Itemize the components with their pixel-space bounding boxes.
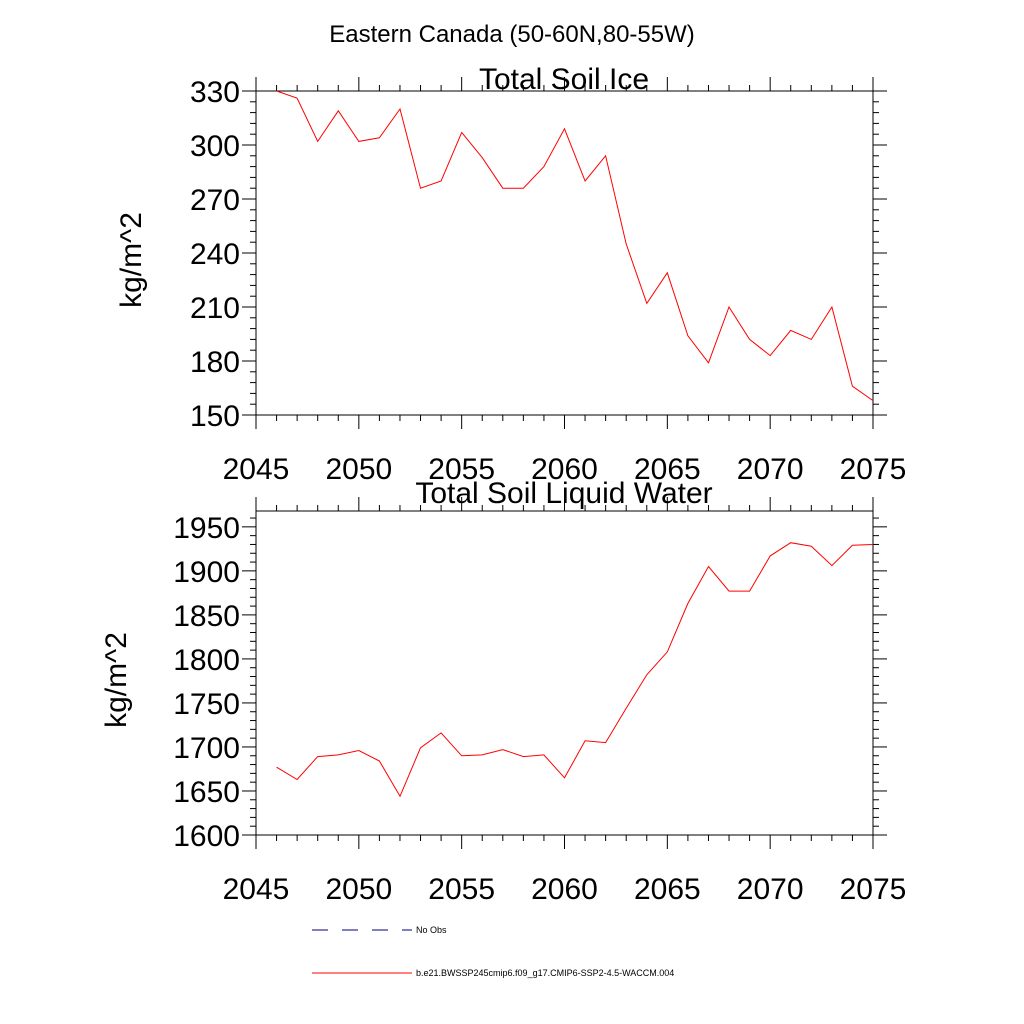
x-tick-label: 2070 <box>737 453 804 486</box>
y-tick-label: 240 <box>190 238 240 271</box>
x-tick-label: 2065 <box>634 873 701 906</box>
x-tick-labels: 2045 2050 2055 2060 2065 2070 2075 <box>223 873 907 906</box>
y-tick-label: 1850 <box>173 600 240 633</box>
legend-entry-no-obs: No Obs <box>312 925 447 935</box>
x-tick-label: 2055 <box>428 873 495 906</box>
y-tick-label: 1900 <box>173 556 240 589</box>
y-tick-label: 1600 <box>173 820 240 853</box>
series-line-model <box>276 90 874 402</box>
y-tick-label: 1650 <box>173 776 240 809</box>
legend-label: b.e21.BWSSP245cmip6.f09_g17.CMIP6-SSP2-4… <box>416 968 674 978</box>
y-tick-labels: 1600 1650 1700 1750 1800 1850 1900 1950 <box>173 512 240 853</box>
legend: No Obs b.e21.BWSSP245cmip6.f09_g17.CMIP6… <box>312 925 674 978</box>
plot-frame <box>255 90 874 416</box>
x-tick-label: 2050 <box>325 873 392 906</box>
series-line-model <box>276 542 874 798</box>
x-tick-label: 2060 <box>531 873 598 906</box>
y-tick-labels: 150 180 210 240 270 300 330 <box>190 76 240 433</box>
figure-title: Eastern Canada (50-60N,80-55W) <box>329 21 695 48</box>
x-tick-label: 2045 <box>223 453 290 486</box>
y-tick-label: 270 <box>190 184 240 217</box>
panel-soil-liquid-water: Total Soil Liquid Water kg/m^2 2045 2050 2… <box>100 477 906 906</box>
x-tick-label: 2065 <box>634 453 701 486</box>
x-tick-labels: 2045 2050 2055 2060 2065 2070 2075 <box>223 453 907 486</box>
axis-ticks <box>242 497 887 849</box>
x-tick-label: 2070 <box>737 873 804 906</box>
x-tick-label: 2075 <box>840 873 907 906</box>
y-tick-label: 1700 <box>173 732 240 765</box>
plot-frame <box>255 510 874 836</box>
panel-soil-ice: Total Soil Ice kg/m^2 2045 2050 2055 2060 20… <box>115 63 906 486</box>
y-tick-label: 300 <box>190 130 240 163</box>
y-axis-label: kg/m^2 <box>115 212 148 308</box>
y-tick-label: 330 <box>190 76 240 109</box>
legend-entry-model: b.e21.BWSSP245cmip6.f09_g17.CMIP6-SSP2-4… <box>312 968 674 978</box>
y-tick-label: 1950 <box>173 512 240 545</box>
legend-label: No Obs <box>416 925 447 935</box>
y-tick-label: 210 <box>190 292 240 325</box>
y-axis-label: kg/m^2 <box>100 632 133 728</box>
y-tick-label: 1800 <box>173 644 240 677</box>
x-tick-label: 2045 <box>223 873 290 906</box>
x-tick-label: 2050 <box>325 453 392 486</box>
x-tick-label: 2075 <box>840 453 907 486</box>
x-tick-label: 2060 <box>531 453 598 486</box>
y-tick-label: 150 <box>190 400 240 433</box>
axis-ticks <box>242 77 887 429</box>
y-tick-label: 1750 <box>173 688 240 721</box>
x-tick-label: 2055 <box>428 453 495 486</box>
y-tick-label: 180 <box>190 346 240 379</box>
